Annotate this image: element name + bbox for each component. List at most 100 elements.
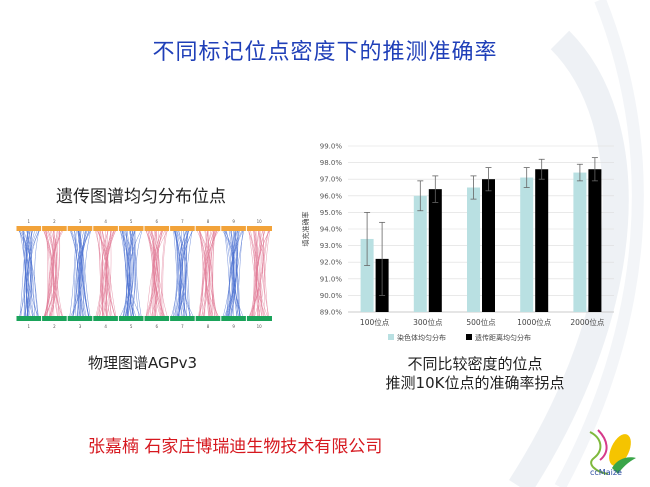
legend-swatch [466, 334, 472, 340]
bar-genetic-distance-uniform [428, 189, 442, 312]
chromosome-top-label: 4 [104, 219, 107, 224]
chromosome-top-label: 6 [156, 219, 159, 224]
logo-text: ccMaize [590, 468, 622, 477]
y-tick-label: 94.0% [320, 226, 343, 234]
synteny-line [102, 230, 117, 317]
chromosome-top-label: 3 [79, 219, 82, 224]
genetic-map-caption: 遗传图谱均匀分布位点 [56, 187, 226, 207]
synteny-line [199, 230, 213, 317]
synteny-line [256, 230, 263, 317]
synteny-line [177, 230, 186, 317]
x-tick-label: 300位点 [413, 317, 443, 327]
synteny-line [253, 230, 263, 317]
synteny-line [122, 230, 130, 317]
synteny-line [125, 230, 134, 317]
y-axis-label: 填充准确率 [301, 212, 310, 247]
chromosome-bottom-label: 5 [130, 324, 133, 329]
chromosome-top-label: 9 [232, 219, 235, 224]
chromosome-bottom-label: 6 [156, 324, 159, 329]
synteny-line [97, 230, 109, 317]
synteny-line [198, 230, 209, 317]
synteny-line [20, 230, 33, 317]
synteny-line [223, 230, 240, 317]
synteny-line [258, 230, 270, 317]
slide-title: 不同标记位点密度下的推测准确率 [152, 40, 498, 65]
synteny-line [27, 230, 33, 317]
genome-synteny-map: 1 1 2 2 3 3 4 4 5 5 6 6 7 7 8 8 9 9 10 10 [16, 219, 272, 329]
chromosome-top-label: 1 [28, 219, 31, 224]
synteny-line [101, 230, 114, 317]
physical-map-caption: 物理图谱AGPv3 [88, 354, 198, 372]
bar-chromosome-uniform [360, 238, 374, 312]
synteny-line [147, 230, 156, 317]
chromosome-top-label: 2 [53, 219, 56, 224]
synteny-line [26, 230, 38, 317]
synteny-line [123, 230, 128, 317]
synteny-line [226, 230, 237, 317]
synteny-line [229, 230, 238, 317]
synteny-line [134, 230, 142, 317]
synteny-line [231, 230, 241, 317]
ccmaize-logo [589, 429, 636, 475]
synteny-line [224, 230, 239, 317]
y-tick-label: 92.0% [320, 259, 343, 267]
synteny-line [78, 230, 86, 317]
synteny-line [19, 230, 38, 317]
synteny-line [172, 230, 178, 317]
x-tick-label: 2000位点 [570, 317, 605, 327]
synteny-line [160, 230, 166, 317]
legend-label: 染色体均匀分布 [397, 333, 446, 342]
synteny-line [186, 230, 190, 317]
synteny-line [79, 230, 84, 317]
synteny-line [250, 230, 268, 317]
bar-genetic-distance-uniform [535, 169, 549, 312]
chromosome-top-label: 10 [257, 219, 263, 224]
synteny-line [162, 230, 168, 317]
synteny-line [199, 230, 204, 317]
synteny-line [131, 230, 136, 317]
legend-swatch [388, 334, 394, 340]
synteny-line [48, 230, 57, 317]
synteny-line [69, 230, 77, 317]
synteny-line [180, 230, 182, 317]
bar-chromosome-uniform [467, 187, 480, 312]
chromosome-top-label: 8 [207, 219, 210, 224]
synteny-line [44, 230, 55, 317]
synteny-line [228, 230, 237, 317]
synteny-line [97, 230, 109, 317]
chromosome-bottom-label: 4 [104, 324, 107, 329]
synteny-line [45, 230, 57, 317]
bar-chromosome-uniform [520, 177, 534, 312]
y-tick-label: 93.0% [320, 242, 343, 250]
synteny-line [34, 230, 40, 317]
synteny-line [125, 230, 134, 317]
synteny-line [259, 230, 269, 317]
chart-caption-line2: 推测10K位点的准确率拐点 [385, 374, 565, 392]
synteny-line [224, 230, 240, 317]
y-tick-label: 95.0% [320, 209, 343, 217]
synteny-line [122, 230, 128, 317]
synteny-line [251, 230, 258, 317]
chromosome-bottom-label: 7 [181, 324, 184, 329]
synteny-line [173, 230, 184, 317]
legend-label: 遗传距离均匀分布 [475, 333, 531, 342]
y-tick-label: 90.0% [320, 292, 343, 300]
synteny-line [26, 230, 33, 317]
synteny-line [106, 230, 116, 317]
y-tick-label: 97.0% [320, 176, 343, 184]
synteny-line [95, 230, 103, 317]
chromosome-bottom-label: 8 [207, 324, 210, 329]
chromosome-bottom-label: 9 [232, 324, 235, 329]
synteny-line [146, 230, 158, 317]
x-tick-label: 500位点 [466, 317, 496, 327]
synteny-line [127, 230, 136, 317]
y-tick-label: 99.0% [320, 143, 343, 151]
synteny-line [205, 230, 217, 317]
synteny-line [70, 230, 79, 317]
synteny-line [153, 230, 165, 317]
x-tick-label: 1000位点 [517, 317, 552, 327]
synteny-line [77, 230, 89, 317]
synteny-line [257, 230, 265, 317]
synteny-line [197, 230, 208, 317]
